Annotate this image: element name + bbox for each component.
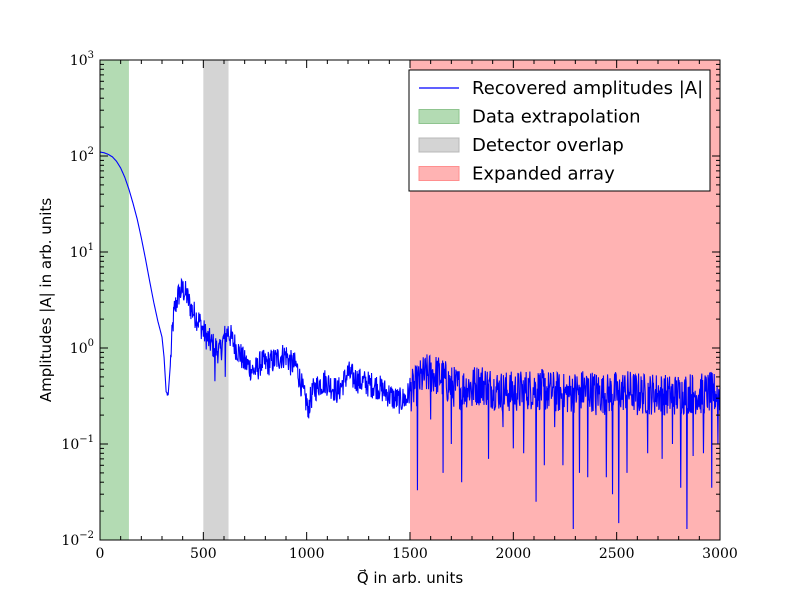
y-tick-label: 100 bbox=[70, 338, 94, 357]
y-tick-label: 10−1 bbox=[61, 434, 94, 453]
x-tick-label: 500 bbox=[190, 546, 217, 562]
x-tick-label: 0 bbox=[96, 546, 105, 562]
legend-patch-swatch bbox=[418, 166, 460, 181]
legend: Recovered amplitudes |A| Data extrapolati… bbox=[408, 69, 711, 192]
y-axis-label: Amplitudes |A| in arb. units bbox=[37, 198, 55, 403]
series-layer bbox=[99, 151, 721, 530]
x-tick-label: 2500 bbox=[599, 546, 635, 562]
series-line-recovered-amplitudes bbox=[99, 151, 721, 530]
legend-label: Detector overlap bbox=[472, 135, 624, 156]
x-axis-label: Q⃗ in arb. units bbox=[357, 568, 463, 587]
axes: 0 500 1000 1500 2000 2500 3000 10−2 10−1 100 101 10… bbox=[61, 50, 737, 562]
legend-patch-swatch bbox=[418, 109, 460, 124]
x-tick-label: 3000 bbox=[702, 546, 738, 562]
legend-label: Expanded array bbox=[472, 164, 615, 185]
region-data-extrapolation bbox=[100, 60, 129, 540]
legend-label: Data extrapolation bbox=[472, 107, 641, 128]
legend-patch-swatch bbox=[418, 137, 460, 153]
y-tick-label: 102 bbox=[70, 146, 94, 165]
y-tick-label: 101 bbox=[70, 242, 94, 261]
legend-label: Recovered amplitudes |A| bbox=[472, 78, 703, 99]
region-detector-overlap bbox=[203, 60, 229, 540]
y-tick-label: 10−2 bbox=[61, 530, 94, 549]
y-tick-label: 103 bbox=[70, 50, 94, 69]
x-tick-label: 1000 bbox=[289, 546, 325, 562]
x-tick-label: 2000 bbox=[496, 546, 532, 562]
x-tick-label: 1500 bbox=[392, 546, 428, 562]
